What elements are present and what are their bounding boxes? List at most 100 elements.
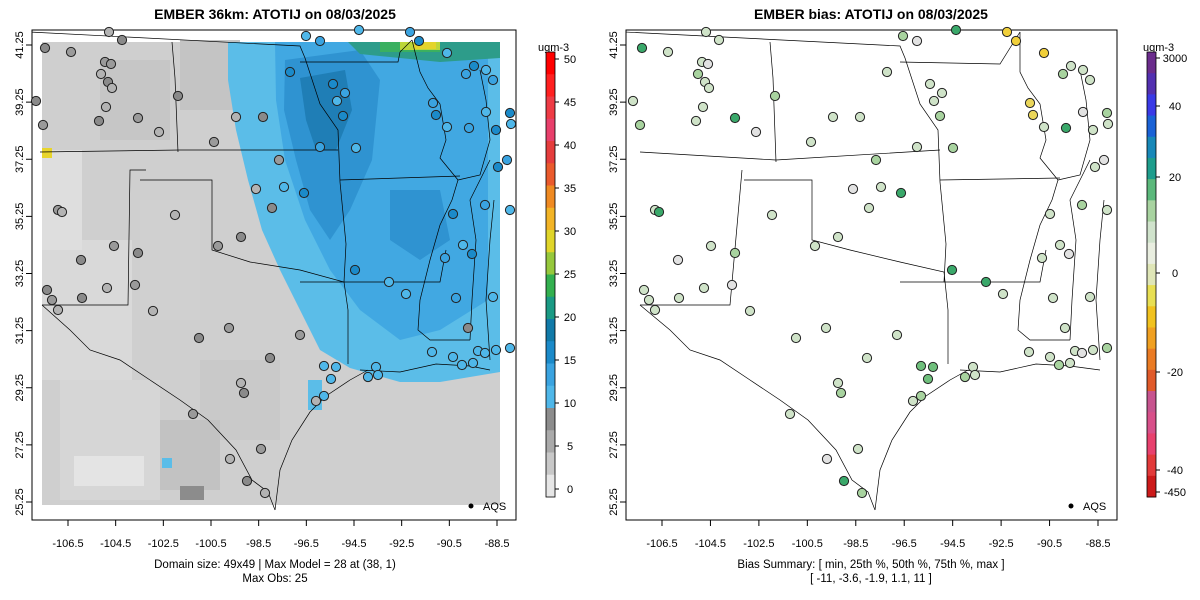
bias-site-marker (700, 26, 712, 38)
aqs-site-marker (447, 208, 459, 220)
colorbar-swatch (1147, 242, 1156, 265)
aqs-site-marker (39, 42, 51, 54)
bias-site-marker (729, 247, 741, 259)
colorbar-tick-label: 30 (564, 226, 576, 238)
bias-site-marker (1038, 121, 1050, 133)
bias-site-marker (959, 371, 971, 383)
bias-site-marker (835, 387, 847, 399)
bias-site-marker (1076, 199, 1088, 211)
bias-site-marker (1060, 122, 1072, 134)
colorbar-swatch (546, 118, 555, 142)
bias-site-marker (636, 42, 648, 54)
bias-site-marker (1065, 60, 1077, 72)
aqs-site-marker (241, 475, 253, 487)
bias-site-marker (1047, 292, 1059, 304)
colorbar-tick-label: 25 (564, 269, 576, 281)
aqs-site-marker (46, 294, 58, 306)
y-tick-label: 31.25 (14, 317, 26, 345)
x-tick-label: -98.5 (843, 538, 868, 550)
bias-site-marker (821, 453, 833, 465)
bias-site-marker (698, 282, 710, 294)
bias-site-marker (1089, 161, 1101, 173)
bias-site-marker (1054, 239, 1066, 251)
x-tick-label: -92.5 (989, 538, 1014, 550)
colorbar-swatch (1147, 157, 1156, 180)
bias-site-marker (852, 443, 864, 455)
aqs-site-marker (298, 187, 310, 199)
bias-site-marker (690, 115, 702, 127)
aqs-legend-symbol (468, 503, 474, 509)
x-tick-label: -102.5 (743, 538, 774, 550)
colorbar-swatch (1147, 433, 1156, 456)
map-frame (31, 29, 517, 521)
y-tick-label: 29.25 (14, 374, 26, 402)
colorbar-swatch (1147, 327, 1156, 350)
aqs-site-marker (490, 344, 502, 356)
aqs-site-marker (259, 487, 271, 499)
aqs-site-marker (187, 408, 199, 420)
caption-bias-summary-header: Bias Summary: [ min, 25th %, 50th %, 75t… (737, 559, 1004, 571)
aqs-site-marker (325, 373, 337, 385)
aqs-site-marker (462, 322, 474, 334)
x-tick-label: -94.5 (940, 538, 965, 550)
aqs-site-marker (350, 142, 362, 154)
aqs-site-marker (95, 68, 107, 80)
bias-site-marker (1053, 359, 1065, 371)
colorbar-tick-label: -40 (1167, 465, 1183, 477)
bias-site-marker (915, 390, 927, 402)
aqs-site-marker (430, 109, 442, 121)
bias-site-marker (638, 284, 650, 296)
bias-site-marker (895, 187, 907, 199)
bias-observation-sites (627, 24, 1114, 499)
aqs-site-marker (300, 30, 312, 42)
bias-site-marker (1076, 347, 1088, 359)
aqs-site-marker (487, 74, 499, 86)
aqs-site-marker (330, 361, 342, 373)
colorbar-swatch (546, 185, 555, 209)
bias-site-marker (980, 276, 992, 288)
aqs-site-marker (153, 126, 165, 138)
bias-site-marker (1063, 248, 1075, 260)
bias-site-marker (1057, 68, 1069, 80)
colorbar-swatch (1147, 115, 1156, 138)
colorbar-swatch (546, 296, 555, 320)
colorbar-swatch (546, 430, 555, 453)
colorbar-swatch (1147, 221, 1156, 244)
colorbar-swatch (1147, 391, 1156, 413)
x-tick-label: -96.5 (892, 538, 917, 550)
aqs-site-marker (456, 359, 468, 371)
aqs-site-marker (41, 284, 53, 296)
colorbar-swatch (1147, 136, 1156, 159)
bias-site-marker (766, 209, 778, 221)
bias-colorbar (1146, 51, 1157, 498)
aqs-site-marker (129, 279, 141, 291)
bias-site-marker (790, 332, 802, 344)
colorbar-tick-label: 45 (564, 97, 576, 109)
colorbar-swatch (546, 474, 555, 498)
aqs-site-marker (349, 264, 361, 276)
y-tick-label: 31.25 (608, 317, 620, 345)
colorbar-tick-label: 20 (564, 312, 576, 324)
x-tick-label: -92.5 (389, 538, 414, 550)
bias-site-marker (809, 240, 821, 252)
aqs-site-marker (169, 209, 181, 221)
aqs-site-marker (504, 107, 516, 119)
bias-site-marker (875, 181, 887, 193)
aqs-site-marker (266, 202, 278, 214)
y-tick-label: 27.25 (608, 431, 620, 459)
x-axis-ticks: -106.5 -104.5 -102.5 -100.5 -98.5 -96.5 -94.5 -… (52, 520, 510, 550)
bias-site-marker (1084, 291, 1096, 303)
aqs-site-marker (383, 276, 395, 288)
colorbar-swatch (1147, 412, 1156, 434)
concentration-colorbar (545, 51, 556, 498)
bias-site-marker (729, 112, 741, 124)
aqs-site-marker (132, 247, 144, 259)
bias-panel: EMBER bias: ATOTIJ on 08/03/2025 (608, 6, 1187, 585)
x-tick-label: -100.5 (195, 538, 226, 550)
colorbar-tick-label: -450 (1164, 487, 1186, 499)
concentration-panel: EMBER 36km: ATOTIJ on 08/03/2025 (14, 6, 576, 585)
colorbar-swatch (546, 363, 555, 387)
colorbar-swatch (1147, 454, 1156, 477)
bias-site-marker (1101, 204, 1113, 216)
y-tick-label: 41.25 (608, 31, 620, 59)
